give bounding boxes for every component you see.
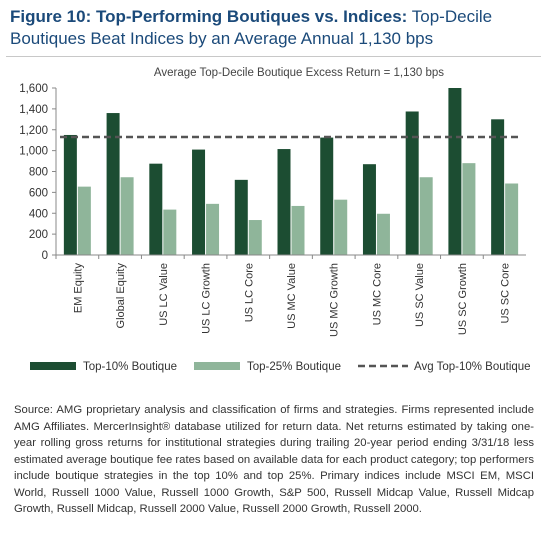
y-tick-label: 1,000 [19, 146, 48, 158]
bar-chart: Average Top-Decile Boutique Excess Retur… [19, 67, 531, 373]
bar-top-25 [206, 203, 220, 255]
y-tick-label: 600 [29, 187, 48, 199]
bar-top-10 [149, 163, 163, 255]
x-tick-label: US MC Core [371, 263, 383, 325]
y-tick-label: 1,400 [19, 104, 48, 116]
y-tick-label: 1,200 [19, 125, 48, 137]
bar-top-10 [362, 164, 376, 255]
legend-label-top-25: Top-25% Boutique [247, 361, 341, 373]
x-tick-label: US MC Value [286, 263, 298, 329]
y-tick-label: 800 [29, 167, 48, 179]
bar-top-10 [234, 179, 248, 255]
x-tick-label: US LC Core [243, 263, 255, 322]
x-tick-label: US SC Core [500, 263, 512, 324]
figure-title: Figure 10: Top-Performing Boutiques vs. … [10, 6, 540, 50]
legend-label-top-10: Top-10% Boutique [83, 361, 177, 373]
x-tick-label: US MC Growth [329, 263, 341, 337]
bar-top-10 [405, 111, 419, 255]
bar-top-10 [192, 149, 206, 255]
y-tick-label: 1,600 [19, 83, 48, 95]
y-tick-label: 200 [29, 229, 48, 241]
x-tick-label: EM Equity [72, 263, 84, 314]
bar-top-10 [491, 119, 505, 255]
bar-top-10 [277, 149, 291, 255]
figure-title-bold: Figure 10: Top-Performing Boutiques vs. … [10, 7, 408, 26]
bar-top-25 [505, 183, 519, 255]
bar-top-25 [77, 186, 91, 255]
bar-top-25 [334, 199, 348, 255]
chart-title: Average Top-Decile Boutique Excess Retur… [154, 67, 444, 79]
bar-top-10 [448, 88, 462, 255]
legend-swatch-top-25 [194, 362, 240, 370]
figure-title-rest: Top-Decile Boutiques Beat Indices by an … [10, 7, 493, 48]
title-divider [6, 56, 541, 57]
x-tick-label: US SC Growth [457, 263, 469, 335]
legend-swatch-top-10 [30, 362, 76, 370]
bar-top-10 [106, 113, 120, 255]
bar-top-25 [291, 205, 305, 255]
bar-top-10 [320, 137, 334, 255]
x-tick-label: Global Equity [115, 263, 127, 329]
legend-label-average: Avg Top-10% Boutique [414, 361, 531, 373]
x-tick-label: US LC Growth [201, 263, 213, 334]
bar-top-25 [376, 213, 390, 255]
y-tick-label: 400 [29, 208, 48, 220]
bar-top-10 [63, 134, 77, 255]
source-note: Source: AMG proprietary analysis and cla… [14, 404, 534, 515]
y-tick-label: 0 [42, 250, 48, 262]
bar-top-25 [462, 163, 476, 255]
bar-top-25 [120, 177, 134, 255]
bar-top-25 [419, 177, 433, 255]
x-tick-label: US LC Value [158, 263, 170, 326]
bar-top-25 [163, 209, 177, 255]
x-tick-label: US SC Value [414, 263, 426, 327]
bar-top-25 [248, 220, 262, 255]
